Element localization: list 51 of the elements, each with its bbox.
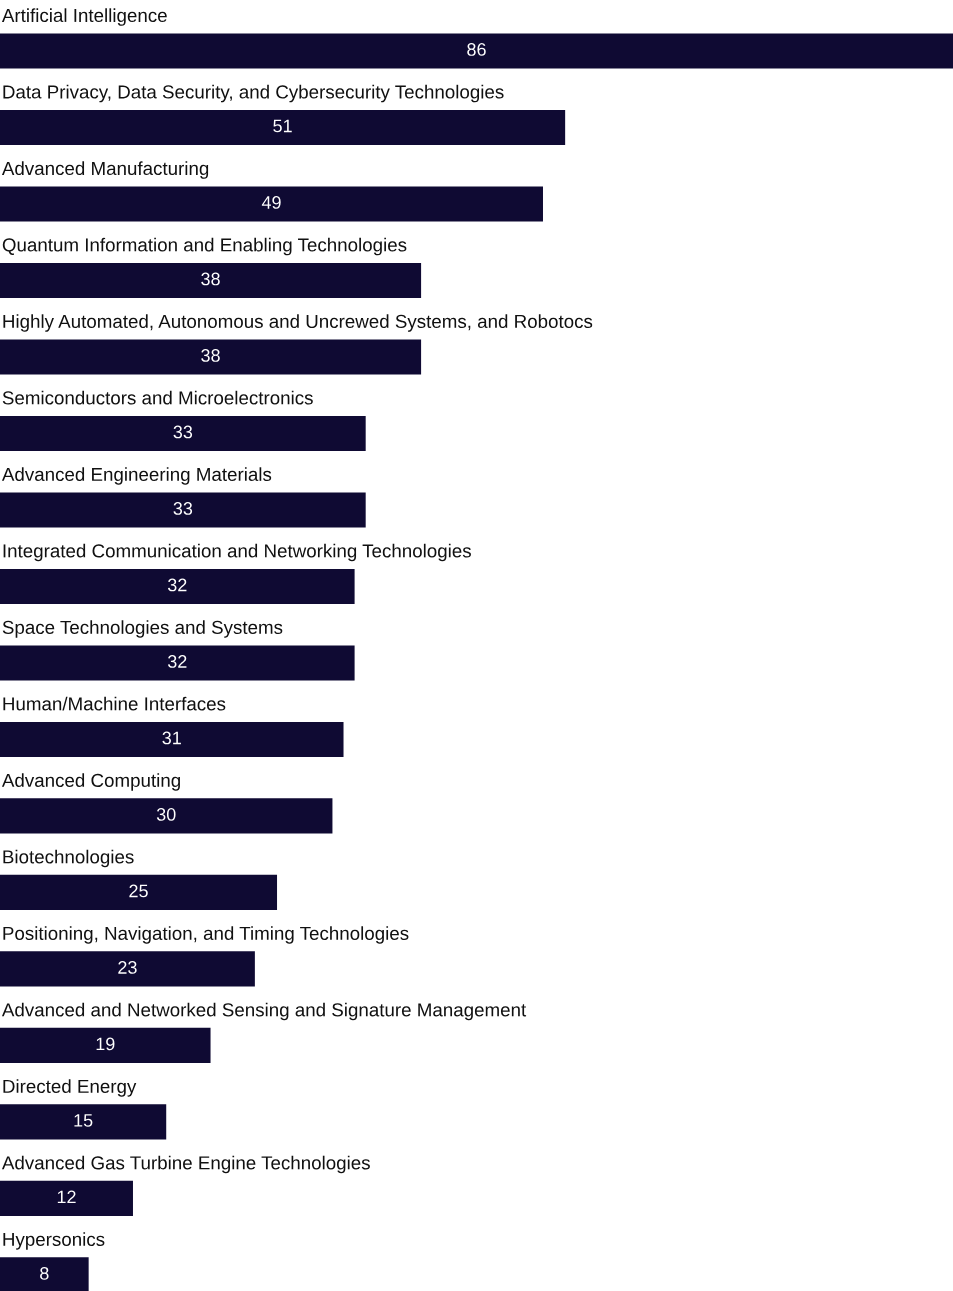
data-label: 33 <box>173 502 193 515</box>
y-tick-label: Directed Energy <box>3 1079 137 1097</box>
bar <box>0 1027 211 1064</box>
y-tick-label: Advanced Computing <box>1 773 180 791</box>
bar <box>0 415 366 452</box>
bar <box>0 339 422 375</box>
data-label: 31 <box>162 731 181 745</box>
y-tick-label: Advanced Manufacturing <box>1 161 209 179</box>
y-tick-label: Hypersonics <box>3 1232 105 1250</box>
bar <box>0 568 355 605</box>
data-label: 30 <box>156 808 176 821</box>
y-tick-label: Human/Machine Interfaces <box>3 696 226 711</box>
bar <box>0 721 344 758</box>
y-tick-label: Quantum Information and Enabling Technologies <box>2 237 407 256</box>
data-label: 38 <box>201 349 220 362</box>
bar <box>0 1257 89 1291</box>
bar <box>0 262 422 299</box>
bar <box>0 186 543 222</box>
y-tick-label: Artificial Intelligence <box>1 8 167 26</box>
y-tick-label: Data Privacy, Data Security, and Cybersecurity Technologies <box>3 84 504 103</box>
data-label: 49 <box>261 196 281 209</box>
bar <box>0 798 333 834</box>
y-tick-label: Semiconductors and Microelectronics <box>2 390 313 405</box>
bar <box>0 33 953 69</box>
y-tick-label: Integrated Communication and Networking Technologies <box>3 543 471 562</box>
y-tick-label: Highly Automated, Autonomous and Uncrewed Systems, and Robotocs <box>3 314 593 332</box>
data-label: 38 <box>201 272 220 286</box>
bar <box>0 109 566 146</box>
y-tick-label: Positioning, Navigation, and Timing Technologies <box>3 926 409 944</box>
data-label: 51 <box>273 119 292 133</box>
data-label: 15 <box>74 1114 93 1127</box>
data-label: 86 <box>467 43 486 56</box>
bar <box>0 645 355 681</box>
bar <box>0 1104 167 1140</box>
bar <box>0 1180 133 1217</box>
data-label: 32 <box>167 655 187 668</box>
y-tick-label: Advanced and Networked Sensing and Signature Management <box>1 1002 527 1021</box>
data-label: 32 <box>167 578 187 592</box>
data-label: 23 <box>118 961 137 974</box>
bar <box>0 874 278 911</box>
y-tick-label: Biotechnologies <box>3 849 134 868</box>
data-label: 19 <box>96 1037 115 1051</box>
data-label: 8 <box>40 1267 49 1280</box>
bar <box>0 951 255 987</box>
data-label: 12 <box>57 1190 76 1204</box>
y-tick-label: Advanced Engineering Materials <box>1 467 272 485</box>
y-tick-label: Space Technologies and Systems <box>2 620 283 638</box>
data-label: 25 <box>129 884 148 898</box>
data-label: 33 <box>173 425 193 439</box>
y-tick-label: Advanced Gas Turbine Engine Technologies <box>1 1155 370 1174</box>
bar <box>0 492 366 528</box>
